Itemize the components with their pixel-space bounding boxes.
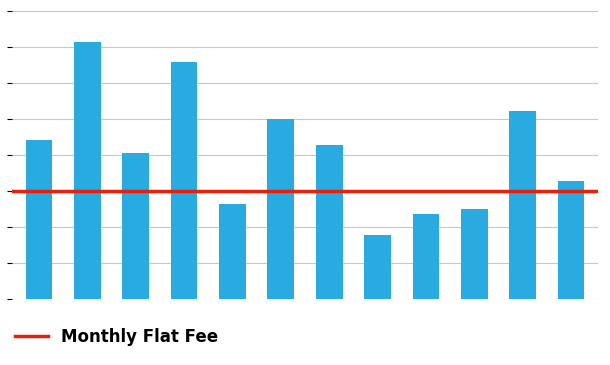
Bar	[316, 145, 342, 299]
Bar	[122, 153, 149, 299]
Legend: Monthly Flat Fee: Monthly Flat Fee	[15, 328, 218, 346]
Bar	[461, 209, 488, 299]
Bar	[219, 204, 246, 299]
Bar	[364, 235, 391, 299]
Bar	[74, 42, 101, 299]
Bar	[413, 214, 439, 299]
Bar	[26, 140, 52, 299]
Bar	[558, 181, 584, 299]
Bar	[268, 119, 294, 299]
Bar	[509, 111, 536, 299]
Bar	[171, 62, 197, 299]
